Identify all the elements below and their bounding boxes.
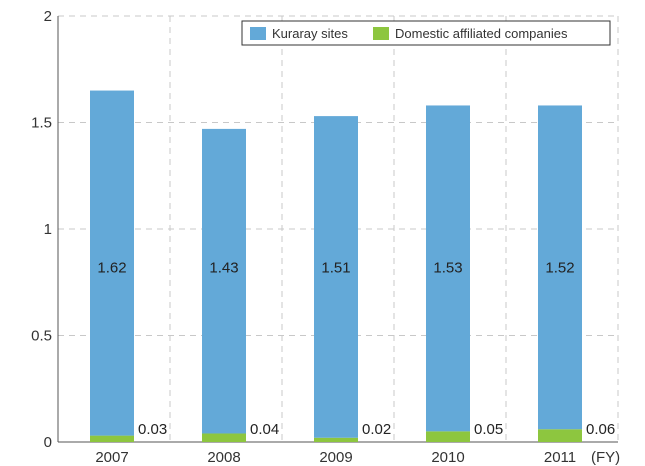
- data-label-domestic-affiliated-companies-2010: 0.05: [474, 421, 503, 438]
- bar-segment-kuraray-sites-2007: [90, 90, 134, 436]
- legend-swatch-kuraray-sites: [250, 27, 266, 40]
- bar-segment-kuraray-sites-2010: [426, 105, 470, 432]
- y-tick-label: 1.5: [31, 115, 52, 132]
- y-tick-labels: 0 0.5 1 1.5 2: [31, 8, 52, 451]
- data-label-domestic-affiliated-companies-2008: 0.04: [250, 421, 279, 438]
- data-label-kuraray-sites-2008: 1.43: [209, 259, 238, 276]
- bar-segment-domestic-affiliated-companies-2008: [202, 433, 246, 442]
- data-label-kuraray-sites-2009: 1.51: [321, 259, 350, 276]
- x-tick-label-2008: 2008: [207, 449, 240, 466]
- data-label-domestic-affiliated-companies-2007: 0.03: [138, 421, 167, 438]
- bar-segment-domestic-affiliated-companies-2011: [538, 429, 582, 442]
- data-label-kuraray-sites-2007: 1.62: [97, 259, 126, 276]
- x-tick-label-2011: 2011: [544, 449, 576, 466]
- y-tick-label: 1: [44, 221, 52, 238]
- bar-segment-kuraray-sites-2008: [202, 128, 246, 434]
- x-tick-label-2007: 2007: [95, 449, 128, 466]
- bars: 1.62 0.03 1.43 0.04 1.51 0.02 1.53 0.05 1.52 0.06: [90, 90, 615, 442]
- bar-segment-kuraray-sites-2011: [538, 105, 582, 430]
- legend-box: [241, 20, 611, 46]
- x-tick-label-2010: 2010: [431, 449, 464, 466]
- x-tick-label-2009: 2009: [319, 449, 352, 466]
- legend-swatch-domestic-affiliated-companies: [373, 27, 389, 40]
- legend-label-kuraray-sites: Kuraray sites: [272, 26, 348, 41]
- x-axis-unit-label: (FY): [591, 449, 620, 466]
- y-tick-label: 0.5: [31, 328, 52, 345]
- bar-segment-kuraray-sites-2009: [314, 116, 358, 438]
- legend: Kuraray sites Domestic affiliated compan…: [241, 20, 611, 46]
- data-label-kuraray-sites-2011: 1.52: [545, 259, 574, 276]
- data-label-domestic-affiliated-companies-2009: 0.02: [362, 421, 391, 438]
- y-tick-label: 0: [44, 434, 52, 451]
- y-tick-label: 2: [44, 8, 52, 25]
- data-label-kuraray-sites-2010: 1.53: [433, 259, 462, 276]
- bar-segment-domestic-affiliated-companies-2010: [426, 431, 470, 442]
- x-tick-labels: 2007 2008 2009 2010 2011: [95, 449, 576, 466]
- bar-segment-domestic-affiliated-companies-2009: [314, 437, 358, 442]
- bar-segment-domestic-affiliated-companies-2007: [90, 435, 134, 442]
- data-label-domestic-affiliated-companies-2011: 0.06: [586, 421, 615, 438]
- legend-label-domestic-affiliated-companies: Domestic affiliated companies: [395, 26, 568, 41]
